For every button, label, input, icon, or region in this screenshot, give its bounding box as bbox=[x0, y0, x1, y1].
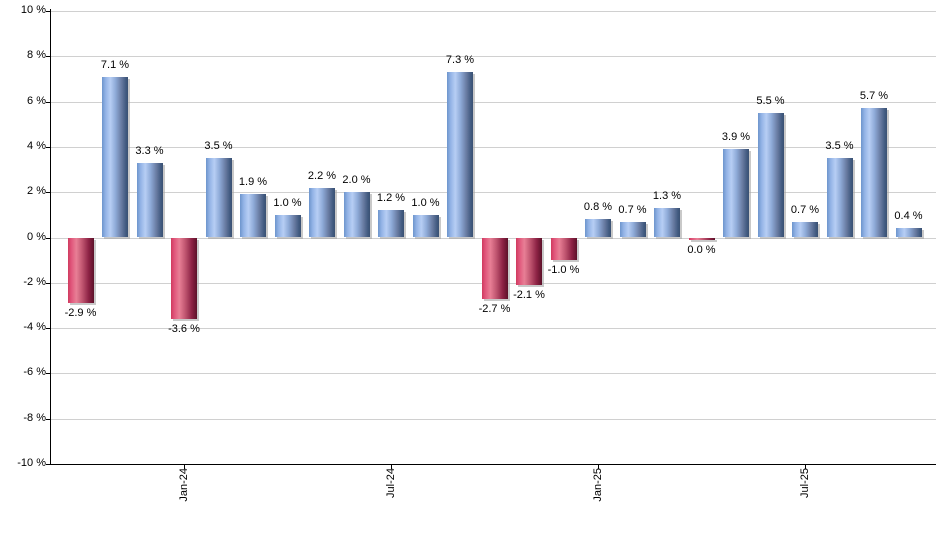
x-axis bbox=[51, 464, 936, 465]
bar[interactable] bbox=[171, 237, 197, 320]
bar-value-label: -3.6 % bbox=[168, 323, 200, 336]
bar[interactable] bbox=[688, 237, 715, 240]
x-axis-tick bbox=[598, 464, 599, 469]
y-axis-label: -10 % bbox=[17, 457, 46, 469]
bar[interactable] bbox=[654, 208, 680, 238]
gridline bbox=[51, 147, 936, 148]
x-axis-tick-label-text: Jul-25 bbox=[799, 468, 811, 498]
x-axis-tick-label-text: Jan-24 bbox=[178, 468, 190, 502]
y-axis-label: 4 % bbox=[27, 140, 46, 152]
bar-value-label: 1.0 % bbox=[273, 196, 302, 209]
y-axis-tick bbox=[46, 147, 51, 148]
bar-value-label: 0.0 % bbox=[687, 243, 716, 256]
bar[interactable] bbox=[826, 158, 853, 238]
y-axis-tick bbox=[46, 56, 51, 57]
y-axis-label: 0 % bbox=[27, 231, 46, 243]
y-axis-label: 8 % bbox=[27, 49, 46, 61]
y-axis-label: -2 % bbox=[23, 276, 46, 288]
bar[interactable] bbox=[895, 228, 922, 238]
bar-value-label: 1.3 % bbox=[652, 190, 682, 203]
bar[interactable] bbox=[102, 76, 128, 238]
bar[interactable] bbox=[343, 192, 370, 238]
y-axis-tick bbox=[46, 238, 51, 239]
bar-value-label: 5.5 % bbox=[756, 94, 785, 107]
bar[interactable] bbox=[309, 187, 335, 238]
bar[interactable] bbox=[757, 112, 784, 238]
bar[interactable] bbox=[205, 158, 232, 238]
bar-value-label: 0.7 % bbox=[618, 203, 647, 216]
bar-value-label: -2.9 % bbox=[64, 307, 97, 320]
bar-value-label: -1.0 % bbox=[547, 264, 580, 277]
bar[interactable] bbox=[516, 237, 542, 286]
x-axis-tick bbox=[391, 464, 392, 469]
bar[interactable] bbox=[723, 149, 749, 238]
bar[interactable] bbox=[619, 221, 646, 238]
gridline bbox=[51, 419, 936, 420]
x-axis-tick-label-text: Jul-24 bbox=[385, 468, 397, 498]
bar-value-label: 7.1 % bbox=[100, 58, 130, 71]
x-axis-tick bbox=[805, 464, 806, 469]
x-axis-tick-label: Jan-25 bbox=[592, 468, 605, 513]
gridline bbox=[51, 56, 936, 57]
x-axis-tick bbox=[184, 464, 185, 469]
y-axis-label: -4 % bbox=[23, 321, 46, 333]
bar-value-label: 3.3 % bbox=[135, 144, 164, 157]
bar-value-label: 5.7 % bbox=[859, 90, 889, 103]
bar[interactable] bbox=[481, 237, 508, 299]
y-axis-tick bbox=[46, 373, 51, 374]
bar-value-label: -2.1 % bbox=[513, 289, 545, 302]
bar[interactable] bbox=[274, 214, 301, 238]
gridline bbox=[51, 373, 936, 374]
x-axis-tick-label: Jan-24 bbox=[178, 468, 191, 513]
bar[interactable] bbox=[585, 219, 611, 238]
bar-value-label: 3.9 % bbox=[721, 131, 751, 144]
gridline bbox=[51, 102, 936, 103]
y-axis-tick bbox=[46, 11, 51, 12]
bar[interactable] bbox=[447, 72, 473, 238]
bar-value-label: 0.4 % bbox=[894, 210, 923, 223]
x-axis-tick-label-text: Jan-25 bbox=[592, 468, 604, 502]
bar-value-label: 0.7 % bbox=[790, 203, 820, 216]
y-axis-label: -8 % bbox=[23, 412, 46, 424]
bar-value-label: 2.2 % bbox=[307, 169, 337, 182]
gridline bbox=[51, 328, 936, 329]
y-axis-tick bbox=[46, 419, 51, 420]
bar-value-label: 0.8 % bbox=[583, 201, 613, 214]
bar-value-label: -2.7 % bbox=[478, 302, 511, 315]
bar[interactable] bbox=[792, 221, 818, 238]
bar[interactable] bbox=[861, 108, 887, 238]
y-axis bbox=[50, 9, 51, 464]
y-axis-label: 10 % bbox=[20, 4, 46, 16]
y-axis-label: 6 % bbox=[27, 95, 46, 107]
bar-value-label: 1.9 % bbox=[238, 176, 268, 189]
y-axis-tick bbox=[46, 102, 51, 103]
bar[interactable] bbox=[136, 162, 163, 238]
bar[interactable] bbox=[67, 237, 94, 304]
y-axis-tick bbox=[46, 464, 51, 465]
x-axis-tick-label: Jul-25 bbox=[799, 468, 812, 513]
bar[interactable] bbox=[240, 194, 266, 238]
x-axis-tick-label: Jul-24 bbox=[385, 468, 398, 513]
bar-value-label: 2.0 % bbox=[342, 174, 371, 187]
y-axis-label: -6 % bbox=[23, 366, 46, 378]
y-axis-tick bbox=[46, 192, 51, 193]
bar[interactable] bbox=[412, 214, 439, 238]
y-axis-label: 2 % bbox=[27, 185, 46, 197]
gridline bbox=[51, 11, 936, 12]
bar-value-label: 1.0 % bbox=[411, 196, 440, 209]
y-axis-tick bbox=[46, 328, 51, 329]
gridline bbox=[51, 192, 936, 193]
bar[interactable] bbox=[378, 210, 404, 238]
y-axis-tick bbox=[46, 283, 51, 284]
bar-value-label: 7.3 % bbox=[445, 54, 475, 67]
bar-value-label: 3.5 % bbox=[204, 140, 233, 153]
bar[interactable] bbox=[550, 237, 577, 261]
bar-value-label: 3.5 % bbox=[825, 140, 854, 153]
bar-value-label: 1.2 % bbox=[376, 192, 406, 205]
